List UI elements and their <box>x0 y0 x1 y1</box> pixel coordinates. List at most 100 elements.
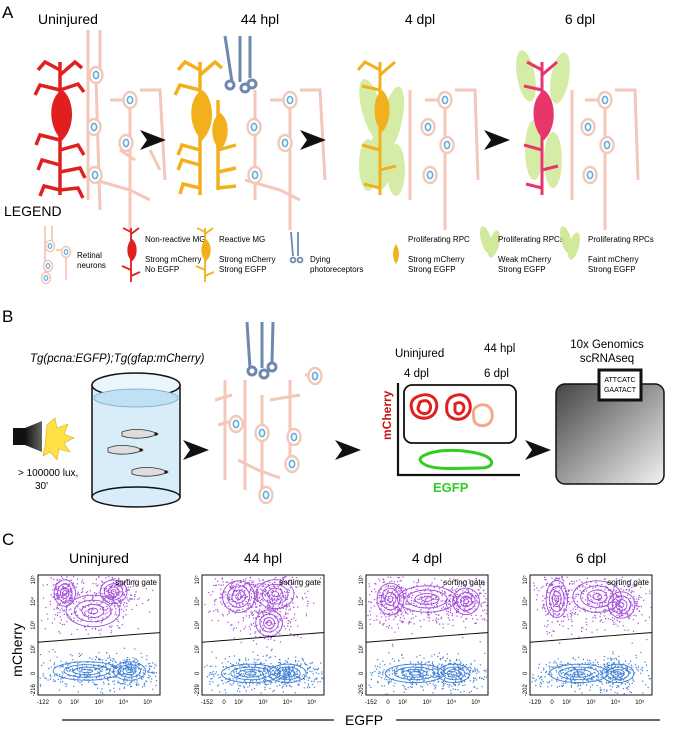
facs-contours <box>601 663 635 684</box>
svg-text:0: 0 <box>58 700 62 706</box>
seq-label-2: scRNAseq <box>580 353 634 365</box>
facs-contours <box>255 579 295 610</box>
nonreactive-mg <box>33 59 87 199</box>
barcode-2: GAATACT <box>604 387 637 394</box>
facs-plots: Uninjured sorting gate -122 0 10² 10³ 10⁴ 10⁵ -2… <box>30 550 653 706</box>
axis-label-egfp: EGFP <box>433 480 469 495</box>
arrow-b2 <box>335 440 361 460</box>
panel-c-label: C <box>2 530 14 549</box>
facs-plot-3: 4 dpl sorting gate -152 0 10² 10³ 10⁴ 10⁵ -205 0 1… <box>358 550 489 706</box>
sorting-gate-line <box>37 632 161 643</box>
sequencer: 10x Genomics scRNAseq ATTCATC GAATACT <box>555 339 665 485</box>
dying-photoreceptors <box>223 35 258 94</box>
group-label-44hpl: 44 hpl <box>484 343 515 355</box>
panel-c: C Uninjured sorting gate -122 0 10² 10³ 10⁴ 10⁵… <box>2 530 660 728</box>
retina-stage-4dpl <box>356 60 480 230</box>
facs-contours <box>548 663 609 684</box>
legend-prolif-weak-line2: Weak mCherry <box>498 255 551 264</box>
sorting-gate-label: sorting gate <box>607 578 649 587</box>
legend: Retinal neurons Non-reactive MG Strong m… <box>40 226 654 285</box>
legend-dying-photoreceptors: Dying photoreceptors <box>289 231 363 274</box>
sorting-gate-label: sorting gate <box>279 578 321 587</box>
retina-stage-6dpl <box>516 50 640 230</box>
genotype-label: Tg(pcna:EGFP);Tg(gfap:mCherry) <box>30 353 205 365</box>
fish-tank <box>91 372 181 508</box>
svg-text:-202: -202 <box>523 684 529 697</box>
svg-text:10⁵: 10⁵ <box>307 699 317 706</box>
retinal-neurons <box>408 88 480 230</box>
facs-contours <box>376 582 405 616</box>
facs-contours <box>112 661 147 681</box>
legend-reactive-line2: Strong mCherry <box>219 255 275 264</box>
stage-label-44hpl: 44 hpl <box>241 11 279 27</box>
facs-plot-title: 44 hpl <box>244 550 282 566</box>
group-label-uninjured: Uninjured <box>395 348 444 360</box>
retinal-neurons <box>244 88 327 230</box>
facs-plot-title: Uninjured <box>69 550 129 566</box>
svg-text:10²: 10² <box>398 700 407 706</box>
lux-label: > 100000 lux, <box>18 468 78 479</box>
facs-plot-4: 6 dpl sorting gate -129 0 10² 10³ 10⁴ 10⁵ -202 0 1… <box>522 550 653 706</box>
mg-6dpl <box>523 60 559 195</box>
facs-schematic: Uninjured 44 hpl 4 dpl 6 dpl mCherry EGF… <box>380 343 520 495</box>
light-source: > 100000 lux, 30' <box>13 417 78 492</box>
svg-text:10³: 10³ <box>523 621 529 630</box>
facs-contours <box>53 579 76 607</box>
facs-contours <box>268 663 307 684</box>
svg-text:-122: -122 <box>37 700 50 706</box>
facs-contours <box>222 580 256 613</box>
svg-text:10³: 10³ <box>95 700 104 706</box>
svg-text:0: 0 <box>195 671 201 675</box>
facs-contours <box>545 580 568 618</box>
svg-text:-129: -129 <box>529 700 542 706</box>
facs-plot-title: 6 dpl <box>576 550 606 566</box>
svg-text:10⁵: 10⁵ <box>358 575 365 585</box>
svg-text:-239: -239 <box>195 684 201 697</box>
green-population <box>418 448 494 470</box>
retina-stage-44hpl <box>173 35 327 230</box>
x-tick-labels: -129 0 10² 10³ 10⁴ 10⁵ <box>529 699 645 706</box>
sorting-gate-line <box>201 632 325 643</box>
svg-text:10⁴: 10⁴ <box>447 699 457 706</box>
legend-prolif-faint-line1: Proliferating RPCs <box>588 235 654 244</box>
legend-prolif-rpc-line1: Proliferating RPC <box>408 235 470 244</box>
svg-text:10²: 10² <box>70 700 79 706</box>
svg-text:10⁴: 10⁴ <box>283 699 293 706</box>
legend-reactive-mg: Reactive MG Strong mCherry Strong EGFP <box>195 227 275 282</box>
svg-text:10⁵: 10⁵ <box>522 575 529 585</box>
svg-text:10²: 10² <box>195 645 201 654</box>
facs-contours <box>65 594 121 628</box>
facs-events <box>531 576 652 695</box>
y-axis-label-mcherry: mCherry <box>9 623 25 677</box>
x-tick-labels: -152 0 10² 10³ 10⁴ 10⁵ <box>365 699 481 706</box>
reactive-mg <box>173 59 237 195</box>
svg-text:10²: 10² <box>523 645 529 654</box>
svg-text:10²: 10² <box>31 645 37 654</box>
facs-contours <box>572 580 622 613</box>
svg-text:10³: 10³ <box>359 621 365 630</box>
sorting-gate-line <box>529 632 653 643</box>
red-populations <box>409 393 494 428</box>
svg-text:10³: 10³ <box>587 700 596 706</box>
legend-nonreactive-line3: No EGFP <box>145 265 179 274</box>
facs-contours <box>607 591 636 619</box>
svg-text:10²: 10² <box>562 700 571 706</box>
svg-text:10⁵: 10⁵ <box>143 699 153 706</box>
svg-text:-205: -205 <box>359 684 365 697</box>
panel-a: A Uninjured 44 hpl 4 dpl 6 dpl <box>2 3 654 285</box>
arrow-b3 <box>525 440 551 460</box>
stage-label-uninjured: Uninjured <box>38 11 98 27</box>
facs-plot-2: 44 hpl sorting gate -152 0 10² 10³ 10⁴ 10⁵ -239 0… <box>194 550 325 706</box>
retinal-neurons <box>570 88 640 230</box>
group-label-4dpl: 4 dpl <box>404 368 429 380</box>
legend-prolif-weak-line1: Proliferating RPCs <box>498 235 564 244</box>
svg-text:10⁴: 10⁴ <box>522 596 529 606</box>
legend-prolif-rpc-line2: Strong mCherry <box>408 255 464 264</box>
svg-text:0: 0 <box>550 700 554 706</box>
svg-text:10³: 10³ <box>31 621 37 630</box>
legend-dying-line2: photoreceptors <box>310 265 363 274</box>
svg-text:-216: -216 <box>31 684 37 697</box>
x-tick-labels: -152 0 10² 10³ 10⁴ 10⁵ <box>201 699 317 706</box>
legend-retinal-line1: Retinal <box>77 251 102 260</box>
svg-text:10⁴: 10⁴ <box>194 596 201 606</box>
